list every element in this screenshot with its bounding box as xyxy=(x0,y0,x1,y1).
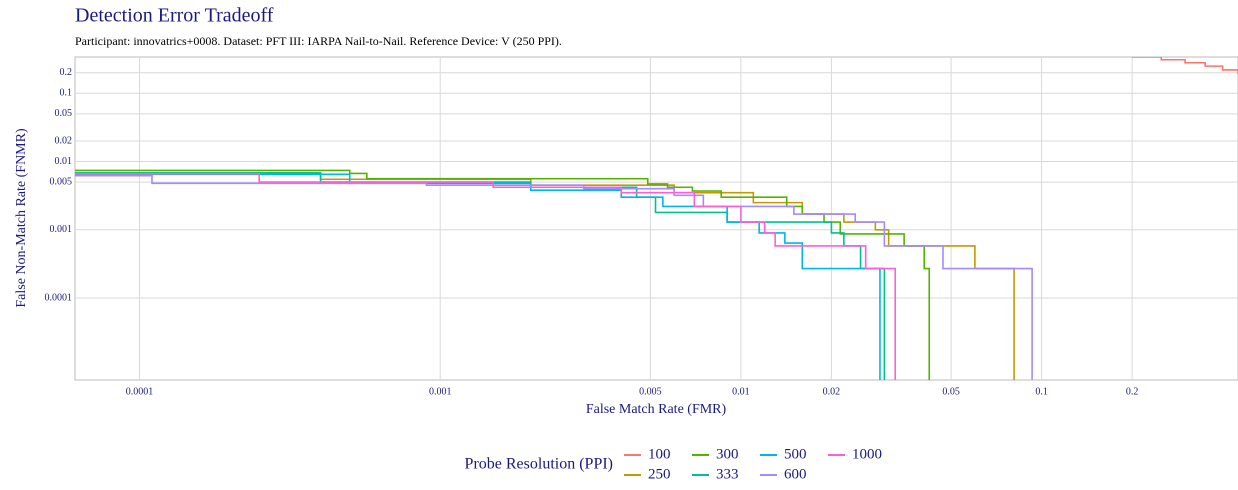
legend-label: 600 xyxy=(784,466,807,482)
y-axis-title: False Non-Match Rate (FNMR) xyxy=(14,128,29,308)
y-tick-label: 0.02 xyxy=(55,135,73,146)
x-tick-label: 0.001 xyxy=(429,386,452,397)
x-tick-label: 0.1 xyxy=(1035,386,1048,397)
y-tick-label: 0.2 xyxy=(60,67,73,78)
legend-label: 1000 xyxy=(852,446,882,462)
series-line xyxy=(75,169,931,380)
x-tick-label: 0.01 xyxy=(732,386,750,397)
plot-area xyxy=(74,56,1238,381)
chart-subtitle: Participant: innovatrics+0008. Dataset: … xyxy=(75,34,562,48)
x-tick-label: 0.005 xyxy=(639,386,662,397)
x-tick-label: 0.02 xyxy=(823,386,841,397)
series-line xyxy=(75,173,897,380)
legend-label: 300 xyxy=(716,446,739,462)
legend-label: 100 xyxy=(648,446,671,462)
legend-title: Probe Resolution (PPI) xyxy=(465,456,613,473)
y-tick-label: 0.005 xyxy=(50,176,73,187)
y-tick-label: 0.05 xyxy=(55,108,73,119)
chart-title: Detection Error Tradeoff xyxy=(75,5,274,27)
y-tick-label: 0.001 xyxy=(50,224,73,235)
x-tick-label: 0.05 xyxy=(942,386,960,397)
series-line xyxy=(1132,57,1238,75)
legend-label: 500 xyxy=(784,446,807,462)
y-tick-label: 0.01 xyxy=(55,156,73,167)
legend-label: 250 xyxy=(648,466,671,482)
y-tick-label: 0.1 xyxy=(60,88,73,99)
x-axis-title: False Match Rate (FMR) xyxy=(586,402,727,417)
y-tick-label: 0.0001 xyxy=(45,292,73,303)
x-tick-label: 0.2 xyxy=(1126,386,1139,397)
legend-label: 333 xyxy=(716,466,739,482)
x-tick-label: 0.0001 xyxy=(126,386,154,397)
